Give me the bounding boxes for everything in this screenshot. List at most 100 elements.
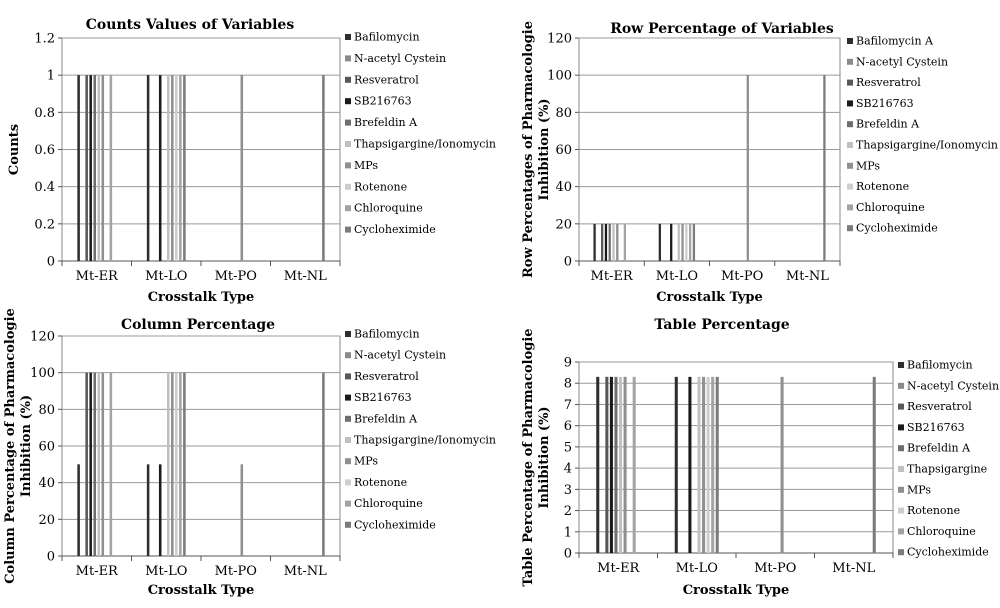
x-tick-label: Mt-ER [76, 564, 119, 579]
legend-label: MPs [354, 455, 378, 468]
y-tick-label: 100 [547, 69, 572, 84]
y-tick-label: 40 [38, 476, 55, 491]
x-tick-label: Mt-NL [786, 269, 829, 284]
legend-label: Resveratrol [354, 73, 419, 86]
x-tick-label: Mt-PO [721, 269, 763, 284]
bar-brefeldin-a-mt-er [93, 372, 96, 556]
bar-thapsigargine-ionomycin-mt-lo [167, 75, 170, 262]
legend-label: MPs [354, 159, 378, 172]
bar-bafilomycin-a-mt-lo [658, 223, 661, 261]
bar-sb216763-mt-er [609, 376, 613, 553]
y-tick-label: 0.6 [34, 143, 55, 158]
x-axis-title: Crosstalk Type [656, 290, 763, 305]
legend-label: Rotenone [856, 180, 909, 193]
bar-sb216763-mt-lo [670, 223, 673, 261]
x-tick-label: Mt-PO [754, 561, 796, 576]
legend-swatch [345, 352, 351, 359]
bar-chloroquine-mt-lo [711, 376, 715, 553]
x-tick-label: Mt-LO [145, 269, 187, 284]
legend-label: Bafilomycin [354, 328, 420, 341]
bar-mps-mt-lo [681, 223, 684, 261]
legend-label: Resveratrol [856, 76, 921, 89]
bar-sb216763-mt-lo [158, 464, 162, 556]
bar-sb216763-mt-lo [158, 75, 162, 262]
legend-swatch [898, 466, 904, 472]
legend-label: MPs [907, 483, 931, 496]
legend-swatch [847, 58, 853, 65]
legend-label: Bafilomycin [354, 31, 420, 44]
bar-thapsigargine-ionomycin-mt-er [612, 223, 615, 261]
legend: Bafilomycin N-acetyl Cystein Resveratrol SB… [345, 31, 496, 236]
bar-mps-mt-po [780, 376, 784, 553]
bar-brefeldin-a-mt-er [608, 223, 611, 261]
legend-swatch [898, 424, 904, 431]
legend-swatch [898, 382, 904, 389]
x-tick-label: Mt-ER [76, 269, 119, 284]
x-tick-label: Mt-LO [145, 564, 187, 579]
x-tick-label: Mt-LO [676, 561, 718, 576]
legend-label: Brefeldin A [354, 412, 418, 425]
legend-label: SB216763 [354, 95, 412, 108]
y-tick-label: 9 [564, 356, 572, 371]
chart-panel-1: 0 0.2 0.4 0.6 0.8 1 1.2 Mt-ER Mt-LO Mt-PO Mt-NL Cou… [7, 17, 496, 305]
x-tick-label: Mt-PO [215, 564, 257, 579]
legend-swatch [847, 38, 853, 44]
bar-chloroquine-mt-lo [179, 372, 182, 556]
bar-thapsigargine-ionomycin-mt-lo [677, 223, 680, 261]
y-tick-label: 40 [555, 180, 572, 195]
y-tick-label: 0 [564, 547, 572, 562]
bar-rotenone-mt-lo [706, 376, 710, 553]
y-tick-label: 1 [47, 69, 55, 84]
y-tick-label: 3 [564, 483, 572, 498]
y-tick-label: 0.4 [34, 180, 55, 195]
legend-label: Chloroquine [354, 202, 423, 215]
bar-bafilomycin-mt-er [77, 75, 80, 262]
legend-label: Brefeldin A [354, 116, 418, 129]
bar-mps-mt-po [240, 75, 244, 262]
legend-swatch [847, 121, 853, 128]
bar-rotenone-mt-lo [175, 75, 178, 262]
y-tick-label: 120 [547, 32, 572, 47]
chart-title: Counts Values of Variables [86, 17, 295, 33]
bar-cycloheximide-mt-nl [322, 75, 325, 262]
bar-mps-mt-lo [702, 376, 706, 553]
y-axis-title: Counts [7, 124, 22, 175]
bar-mps-mt-lo [171, 75, 174, 262]
y-axis-title-line: Inhibition (%) [19, 395, 34, 497]
legend-label: SB216763 [354, 391, 412, 404]
legend-swatch [345, 183, 351, 190]
y-tick-label: 0 [47, 550, 55, 565]
y-tick-label: 20 [38, 513, 55, 528]
chart-panel-3: 0 20 40 60 80 100 120 Mt-ER Mt-LO Mt-PO Mt-NL Colum… [3, 308, 496, 598]
legend-swatch [345, 162, 351, 169]
chart-title: Row Percentage of Variables [610, 21, 834, 37]
legend-swatch [345, 373, 351, 380]
y-tick-label: 5 [564, 440, 572, 455]
bar-brefeldin-a-mt-er [614, 376, 618, 553]
legend-swatch [345, 394, 351, 401]
x-tick-label: Mt-NL [284, 564, 327, 579]
legend-label: Resveratrol [907, 400, 972, 413]
bar-bafilomycin-mt-er [77, 464, 80, 556]
legend-label: Thapsigargine/Ionomycin [354, 434, 496, 447]
legend-swatch [847, 204, 853, 211]
y-tick-label: 2 [564, 504, 572, 519]
bar-thapsigargine-ionomycin-mt-er [97, 372, 101, 556]
y-tick-label: 1.2 [34, 32, 55, 47]
x-tick-label: Mt-NL [284, 269, 327, 284]
bar-sb216763-mt-er [604, 223, 608, 261]
legend-swatch [345, 34, 351, 40]
legend-label: SB216763 [856, 97, 914, 110]
bar-mps-mt-er [616, 223, 619, 261]
y-tick-label: 60 [555, 143, 572, 158]
y-axis-title-line: Inhibition (%) [537, 98, 552, 200]
bar-rotenone-mt-lo [685, 223, 688, 261]
bar-resveratrol-mt-er [605, 376, 609, 553]
legend-label: Bafilomycin A [856, 35, 934, 48]
legend-swatch [345, 55, 351, 62]
bar-mps-mt-lo [171, 372, 174, 556]
bar-mps-mt-po [746, 75, 749, 262]
legend-label: SB216763 [907, 421, 965, 434]
legend-swatch [898, 528, 904, 535]
legend-label: Cycloheximide [354, 223, 436, 236]
